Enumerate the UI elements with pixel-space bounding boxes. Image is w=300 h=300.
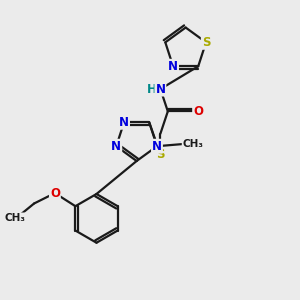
Text: CH₃: CH₃: [4, 213, 25, 224]
Text: CH₃: CH₃: [183, 139, 204, 149]
Text: S: S: [202, 36, 210, 49]
Text: N: N: [155, 82, 165, 96]
Text: S: S: [156, 148, 165, 161]
Text: H: H: [146, 82, 156, 96]
Text: N: N: [152, 140, 162, 153]
Text: N: N: [168, 60, 178, 73]
Text: O: O: [50, 187, 60, 200]
Text: N: N: [111, 140, 121, 153]
Text: O: O: [193, 105, 203, 118]
Text: N: N: [119, 116, 129, 129]
